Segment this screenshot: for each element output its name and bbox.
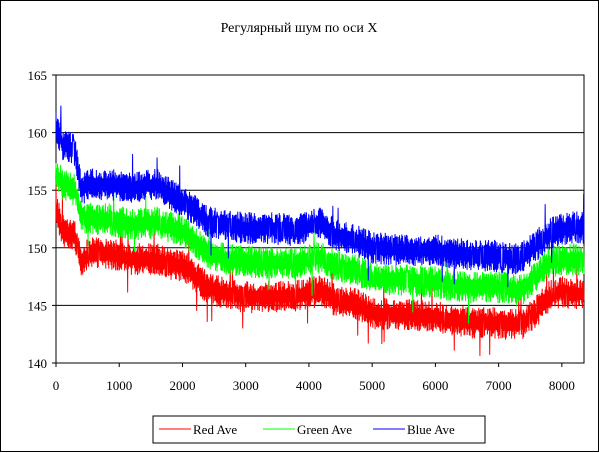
y-tick-label: 150 [28, 241, 48, 256]
x-tick-label: 5000 [359, 378, 385, 393]
legend-label-red-ave: Red Ave [193, 422, 237, 437]
series-line-green-ave [55, 163, 585, 324]
x-tick-label: 6000 [422, 378, 448, 393]
y-tick-label: 155 [28, 183, 48, 198]
chart-title: Регулярный шум по оси X [221, 21, 378, 36]
x-tick-label: 0 [53, 378, 60, 393]
x-tick-label: 8000 [549, 378, 575, 393]
series-lines [55, 105, 585, 356]
x-tick-label: 7000 [486, 378, 512, 393]
y-tick-label: 145 [28, 298, 48, 313]
y-tick-label: 165 [28, 68, 48, 83]
series-line-red-ave [55, 180, 585, 356]
y-tick-label: 160 [28, 126, 48, 141]
legend-box [152, 415, 486, 444]
legend: Red Ave Green Ave Blue Ave [152, 415, 486, 444]
x-tick-label: 3000 [233, 378, 259, 393]
axes: 140 145 150 155 160 165 0 1000 2000 3000 4000 5000 6… [28, 68, 575, 393]
y-tick-label: 140 [28, 356, 48, 371]
x-tick-label: 1000 [106, 378, 132, 393]
legend-label-green-ave: Green Ave [297, 422, 352, 437]
legend-label-blue-ave: Blue Ave [407, 422, 455, 437]
series-line-blue-ave [55, 105, 585, 288]
x-tick-label: 2000 [169, 378, 195, 393]
x-tick-label: 4000 [296, 378, 322, 393]
